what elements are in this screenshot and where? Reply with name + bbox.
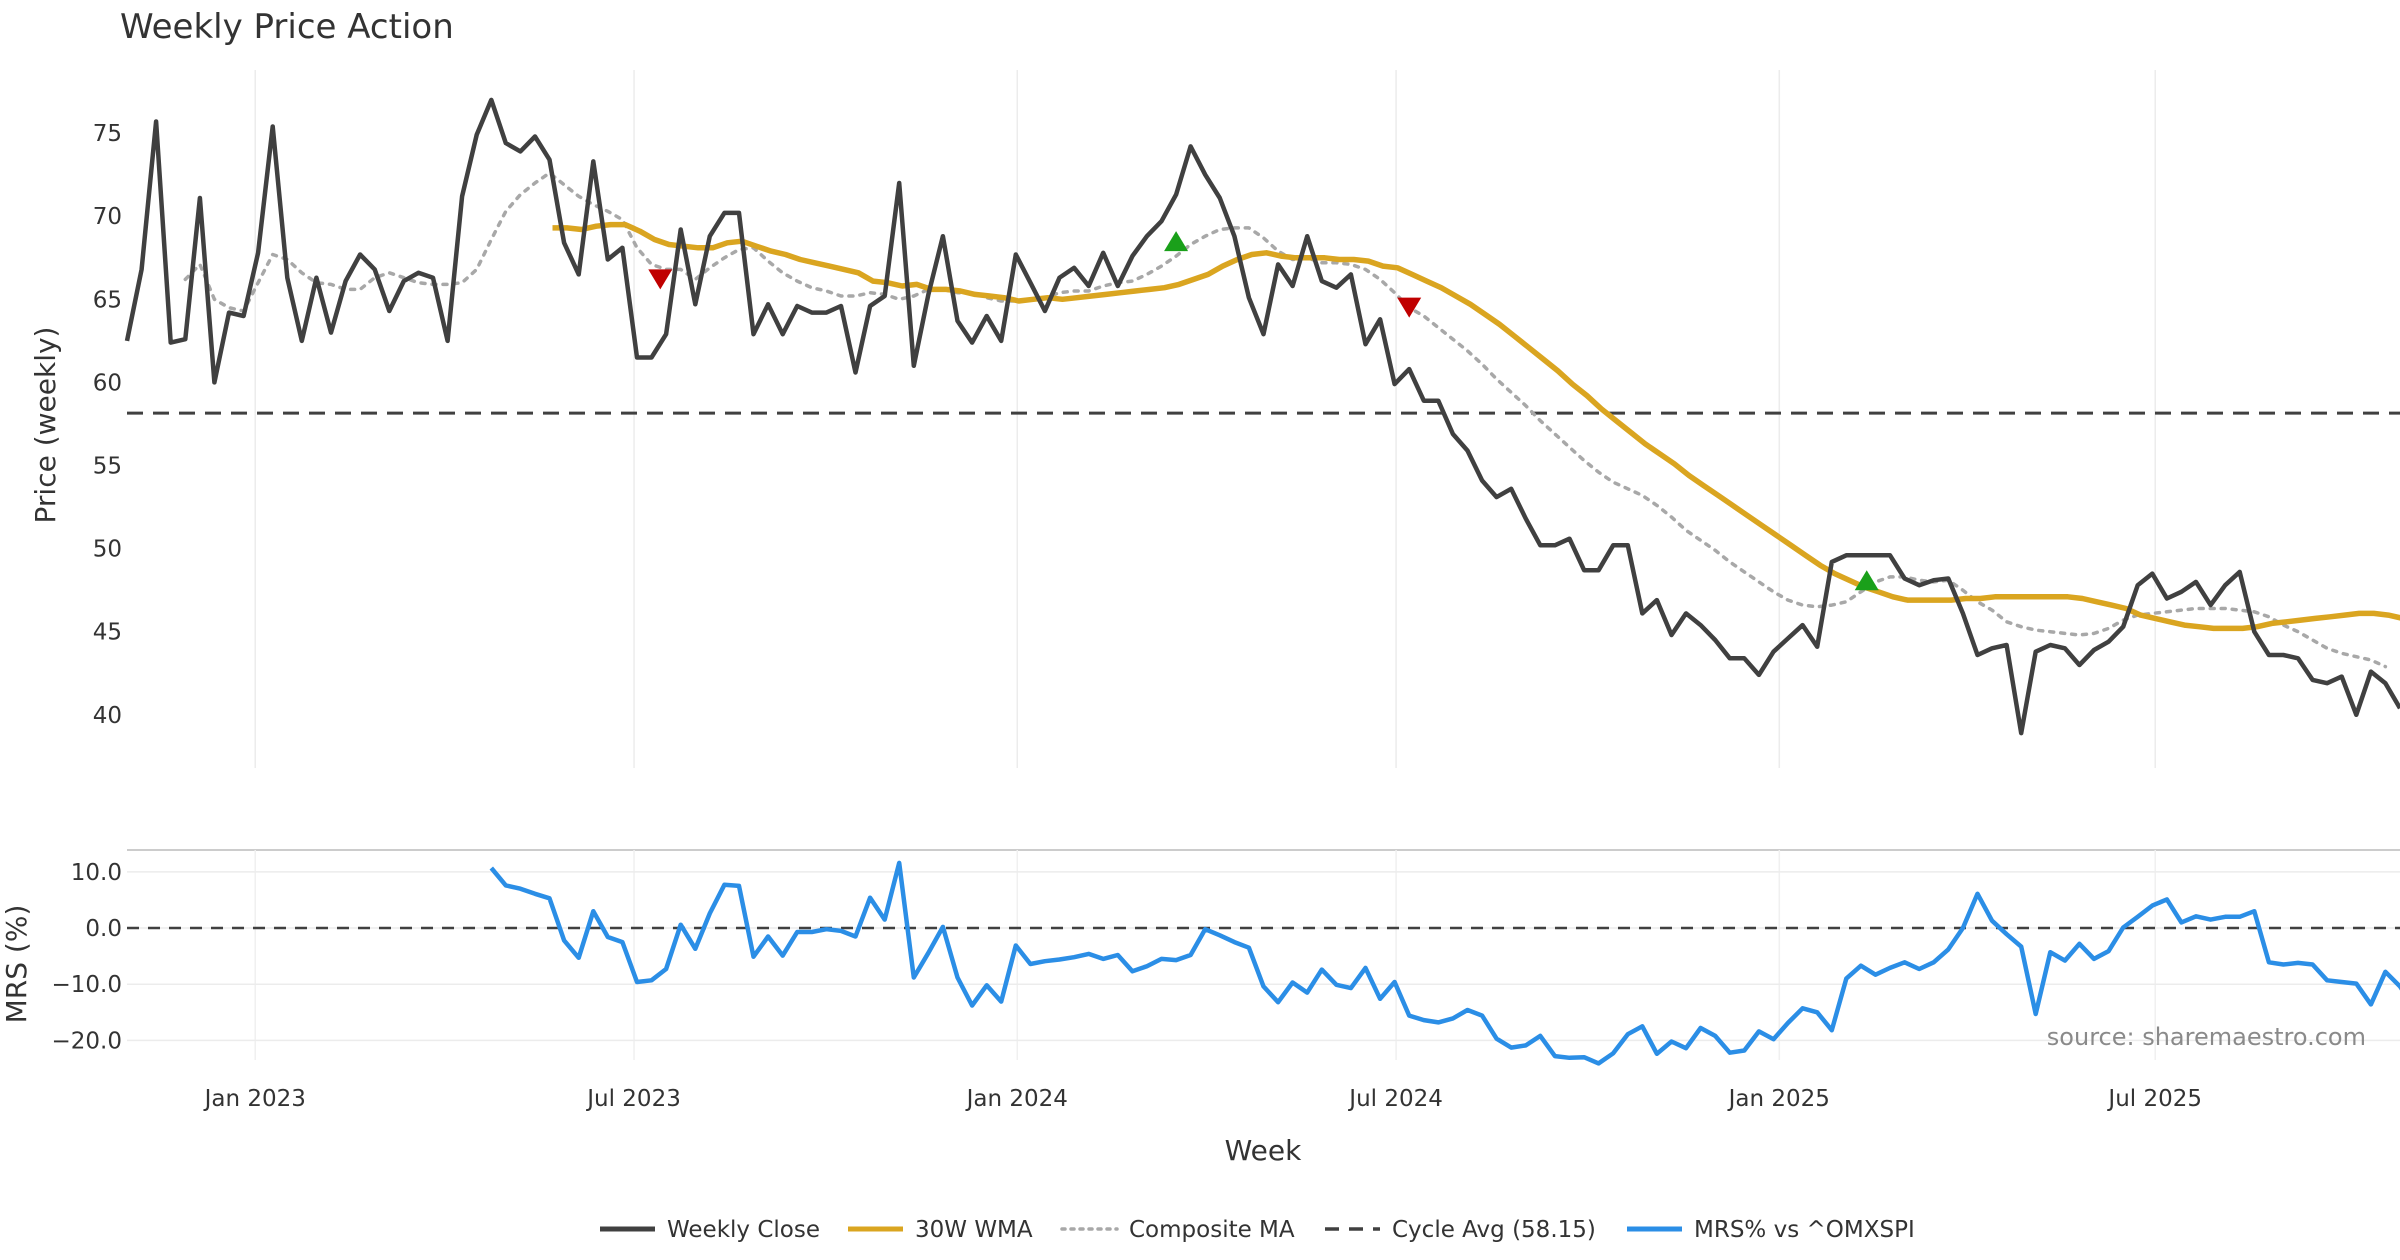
mrs-ytick-label: 10.0 <box>71 860 122 886</box>
sell-signal-marker <box>648 269 673 290</box>
price-ytick-label: 60 <box>93 370 122 396</box>
x-tick-label: Jan 2024 <box>965 1086 1068 1112</box>
price-ytick-label: 50 <box>93 537 122 563</box>
price-ytick-label: 45 <box>93 620 122 646</box>
mrs-ytick-label: −20.0 <box>52 1028 122 1054</box>
price-ytick-label: 70 <box>93 204 122 230</box>
price-y-axis-label: Price (weekly) <box>29 327 62 524</box>
x-tick-label: Jan 2023 <box>203 1086 306 1112</box>
mrs-ytick-label: −10.0 <box>52 972 122 998</box>
chart-title: Weekly Price Action <box>120 7 454 47</box>
price-ytick-label: 75 <box>93 121 122 147</box>
price-ytick-label: 65 <box>93 287 122 313</box>
x-tick-label: Jul 2025 <box>2106 1086 2202 1112</box>
buy-signal-marker <box>1164 231 1189 252</box>
source-note: source: sharemaestro.com <box>2047 1023 2366 1051</box>
x-tick-label: Jan 2025 <box>1727 1086 1830 1112</box>
x-tick-label: Jul 2024 <box>1347 1086 1443 1112</box>
wma-30w-line <box>552 221 2400 632</box>
weekly-close-line <box>124 97 2400 736</box>
mrs-y-axis: −20.0 −10.0 0.0 10.0 <box>52 860 122 1054</box>
legend: Weekly Close 30W WMA Composite MA Cycle Avg… <box>600 1217 1915 1243</box>
buy-signal-marker <box>1854 570 1879 591</box>
mrs-line <box>489 860 2400 1066</box>
price-grid <box>254 70 2156 768</box>
legend-item-label: 30W WMA <box>915 1217 1033 1243</box>
mrs-y-axis-label: MRS (%) <box>0 905 33 1024</box>
x-axis: Jan 2023 Jul 2023 Jan 2024 Jul 2024 Jan 2025… <box>203 1086 2202 1112</box>
price-series <box>124 97 2400 736</box>
signal-markers <box>648 231 1879 591</box>
mrs-ytick-label: 0.0 <box>85 916 122 942</box>
legend-item-label: MRS% vs ^OMXSPI <box>1694 1217 1915 1243</box>
price-ytick-label: 40 <box>93 703 122 729</box>
legend-item-label: Cycle Avg (58.15) <box>1392 1217 1596 1243</box>
price-ytick-label: 55 <box>93 454 122 480</box>
legend-item-label: Composite MA <box>1129 1217 1295 1243</box>
price-y-axis: 40 45 50 55 60 65 70 75 <box>93 121 122 729</box>
mrs-series <box>127 860 2400 1066</box>
sell-signal-marker <box>1397 297 1422 318</box>
composite-ma-line <box>183 171 2388 669</box>
legend-item-label: Weekly Close <box>667 1217 820 1243</box>
x-tick-label: Jul 2023 <box>585 1086 681 1112</box>
x-axis-label: Week <box>1225 1134 1302 1167</box>
